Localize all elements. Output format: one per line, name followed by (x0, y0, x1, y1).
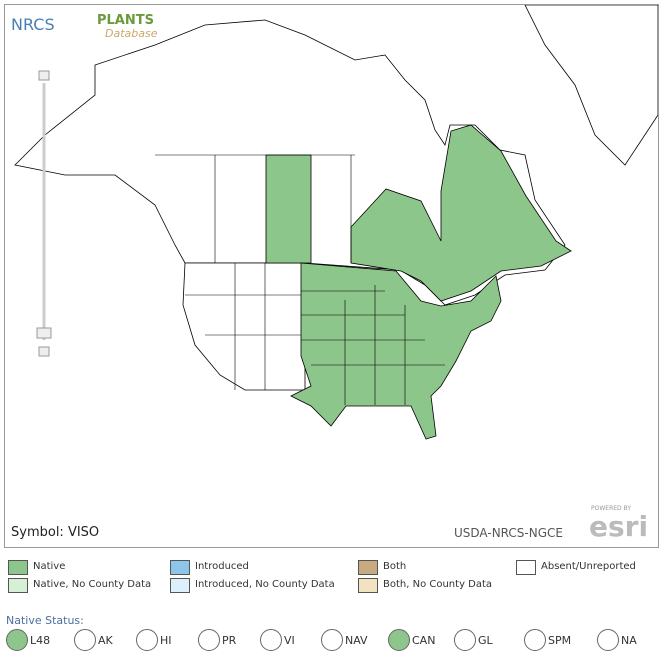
status-radio[interactable] (260, 629, 282, 651)
native-status-title: Native Status: (6, 614, 84, 627)
logo-plants[interactable]: PLANTS (97, 13, 154, 28)
status-radio[interactable] (74, 629, 96, 651)
status-label[interactable]: AK (98, 634, 113, 647)
status-radio[interactable] (321, 629, 343, 651)
powered-by: POWERED BY (591, 505, 632, 512)
status-radio[interactable] (524, 629, 546, 651)
logo-database: Database (105, 27, 158, 40)
legend-swatch (8, 560, 28, 575)
credit: USDA-NRCS-NGCE (454, 526, 563, 540)
status-label[interactable]: PR (222, 634, 237, 647)
legend-swatch (170, 578, 190, 593)
status-label[interactable]: CAN (412, 634, 436, 647)
legend-label: Both, No County Data (383, 579, 493, 590)
land-greenland (524, 5, 658, 166)
legend-swatch (8, 578, 28, 593)
status-label[interactable]: HI (160, 634, 172, 647)
esri-logo[interactable]: esri (589, 510, 649, 543)
region-native (265, 154, 312, 264)
land-us-west (182, 262, 306, 391)
status-radio[interactable] (597, 629, 619, 651)
status-label[interactable]: VI (284, 634, 295, 647)
legend-label: Introduced, No County Data (195, 579, 335, 590)
map-svg (14, 5, 658, 440)
status-label[interactable]: GL (478, 634, 493, 647)
state-lines (155, 154, 445, 405)
legend-label: Native (33, 561, 66, 572)
symbol-label: Symbol: VISO (11, 525, 100, 540)
status-radio[interactable] (6, 629, 28, 651)
status-radio[interactable] (198, 629, 220, 651)
legend-label: Both (383, 561, 407, 572)
status-radio[interactable] (136, 629, 158, 651)
legend-label: Absent/Unreported (541, 561, 636, 572)
region-native (290, 262, 502, 440)
map[interactable]: NRCS PLANTS Database Symbol: VISO USDA-N… (4, 4, 659, 548)
region-native (350, 124, 572, 302)
logo-nrcs[interactable]: NRCS (11, 15, 55, 34)
status-radio[interactable] (454, 629, 476, 651)
status-label[interactable]: NA (621, 634, 637, 647)
status-radio[interactable] (388, 629, 410, 651)
status-label[interactable]: SPM (548, 634, 572, 647)
legend-swatch (516, 560, 536, 575)
status-label[interactable]: NAV (345, 634, 368, 647)
legend-label: Introduced (195, 561, 249, 572)
zoom-slider[interactable] (36, 70, 52, 357)
legend-swatch (358, 578, 378, 593)
status-label[interactable]: L48 (30, 634, 51, 647)
legend-label: Native, No County Data (33, 579, 152, 590)
legend-swatch (358, 560, 378, 575)
legend-swatch (170, 560, 190, 575)
